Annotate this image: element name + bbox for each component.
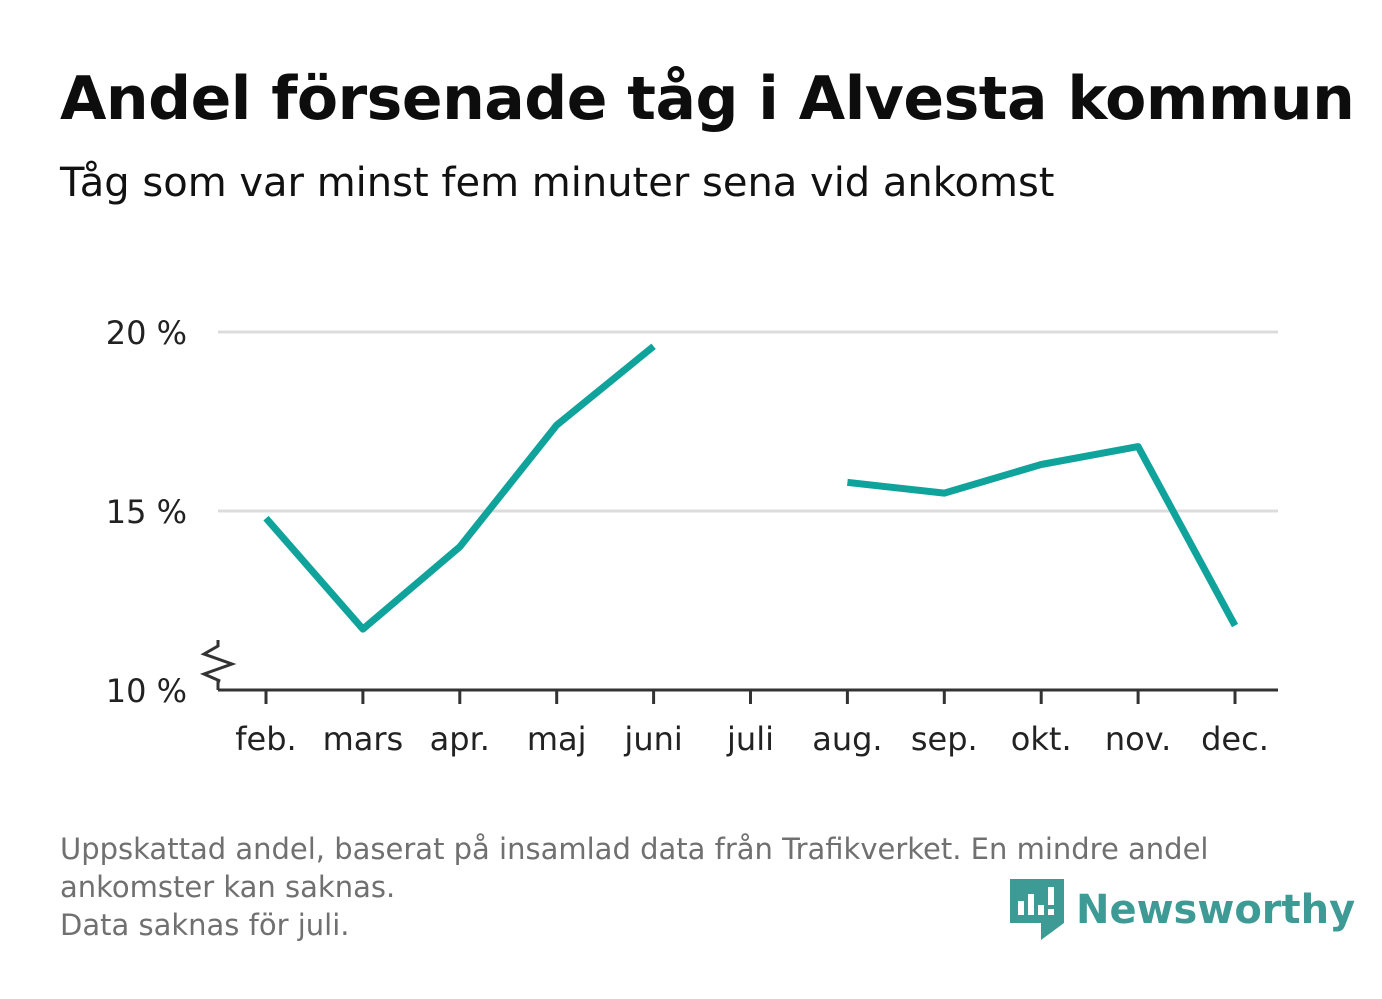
brand-name: Newsworthy (1076, 887, 1356, 933)
x-tick-label: mars (323, 720, 404, 758)
chart-subtitle: Tåg som var minst fem minuter sena vid a… (60, 160, 1055, 206)
series-line (847, 443, 1239, 628)
x-tick-label: juni (623, 720, 682, 758)
axes (199, 640, 1278, 704)
tick-labels: 10 % 15 % 20 % feb. mars apr. maj juni juli aug. s… (106, 314, 1269, 758)
x-tick-label: juli (726, 720, 774, 758)
footnote: Uppskattad andel, baserat på insamlad da… (60, 830, 1320, 944)
chart-title: Andel försenade tåg i Alvesta kommun (60, 64, 1355, 134)
y-tick-label: 10 % (106, 672, 187, 710)
x-tick-label: nov. (1105, 720, 1171, 758)
grid-lines (218, 330, 1278, 513)
axis-break-marker (199, 640, 237, 690)
footnote-line: Data saknas för juli. (60, 908, 350, 942)
footnote-line: ankomster kan saknas. (60, 870, 396, 904)
newsworthy-brand: Newsworthy (1010, 878, 1355, 942)
footnote-line: Uppskattad andel, baserat på insamlad da… (60, 832, 1209, 866)
x-tick-label: sep. (911, 720, 978, 758)
x-tick-label: maj (527, 720, 587, 758)
x-tick-label: aug. (812, 720, 882, 758)
x-tick-label: feb. (235, 720, 296, 758)
y-tick-label: 15 % (106, 493, 187, 531)
y-tick-label: 20 % (106, 314, 187, 352)
x-tick-label: okt. (1011, 720, 1072, 758)
x-tick-label: dec. (1201, 720, 1269, 758)
x-tick-label: apr. (430, 720, 490, 758)
series-line (263, 343, 656, 633)
newsworthy-logo-icon (1010, 879, 1064, 940)
series-lines (263, 343, 1239, 633)
